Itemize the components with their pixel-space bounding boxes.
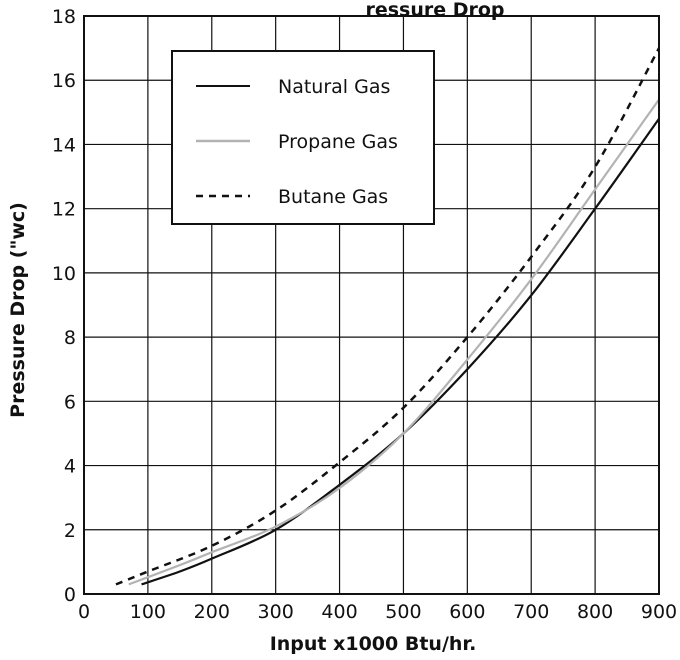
x-tick-label: 900	[641, 601, 677, 623]
y-tick-label: 12	[52, 199, 76, 221]
x-tick-label: 0	[78, 601, 90, 623]
y-tick-label: 10	[52, 263, 76, 285]
y-tick-label: 16	[52, 70, 76, 92]
y-tick-label: 0	[64, 584, 76, 606]
x-tick-label: 600	[449, 601, 485, 623]
x-tick-label: 400	[321, 601, 357, 623]
x-tick-labels: 0 100 200 300 400 500 600 700 800 900	[78, 601, 677, 623]
y-tick-label: 2	[64, 520, 76, 542]
plot-frame	[83, 15, 660, 595]
series-line-propane-gas	[128, 98, 660, 586]
legend-label-propane-gas: Propane Gas	[278, 131, 398, 153]
y-tick-label: 14	[52, 134, 76, 156]
x-axis-title: Input x1000 Btu/hr.	[270, 633, 477, 655]
series-layer	[115, 47, 661, 586]
title-fragment: ressure Drop	[365, 0, 504, 21]
x-tick-label: 200	[194, 601, 230, 623]
legend-label-butane-gas: Butane Gas	[278, 186, 388, 208]
x-tick-label: 100	[130, 601, 166, 623]
y-tick-label: 4	[64, 456, 76, 478]
y-tick-labels: 0 2 4 6 8 10 12 14 16 18	[52, 6, 76, 606]
x-tick-label: 800	[577, 601, 613, 623]
x-tick-label: 700	[513, 601, 549, 623]
legend: Natural Gas Propane Gas Butane Gas	[171, 50, 435, 225]
y-axis-title: Pressure Drop ("wc)	[7, 202, 29, 418]
y-tick-label: 18	[52, 6, 76, 28]
y-tick-label: 8	[64, 327, 76, 349]
y-tick-label: 6	[64, 391, 76, 413]
legend-label-natural-gas: Natural Gas	[278, 76, 390, 98]
x-tick-label: 500	[385, 601, 421, 623]
x-tick-label: 300	[258, 601, 294, 623]
